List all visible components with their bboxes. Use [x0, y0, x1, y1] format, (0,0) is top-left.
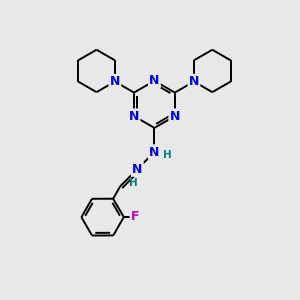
Text: F: F [131, 211, 139, 224]
Text: N: N [129, 110, 139, 123]
Text: H: H [129, 178, 138, 188]
Text: N: N [189, 75, 199, 88]
Text: N: N [169, 110, 180, 123]
Text: H: H [163, 150, 171, 160]
Text: N: N [110, 75, 120, 88]
Text: N: N [132, 163, 142, 176]
Text: N: N [149, 146, 160, 159]
Text: N: N [149, 74, 160, 87]
